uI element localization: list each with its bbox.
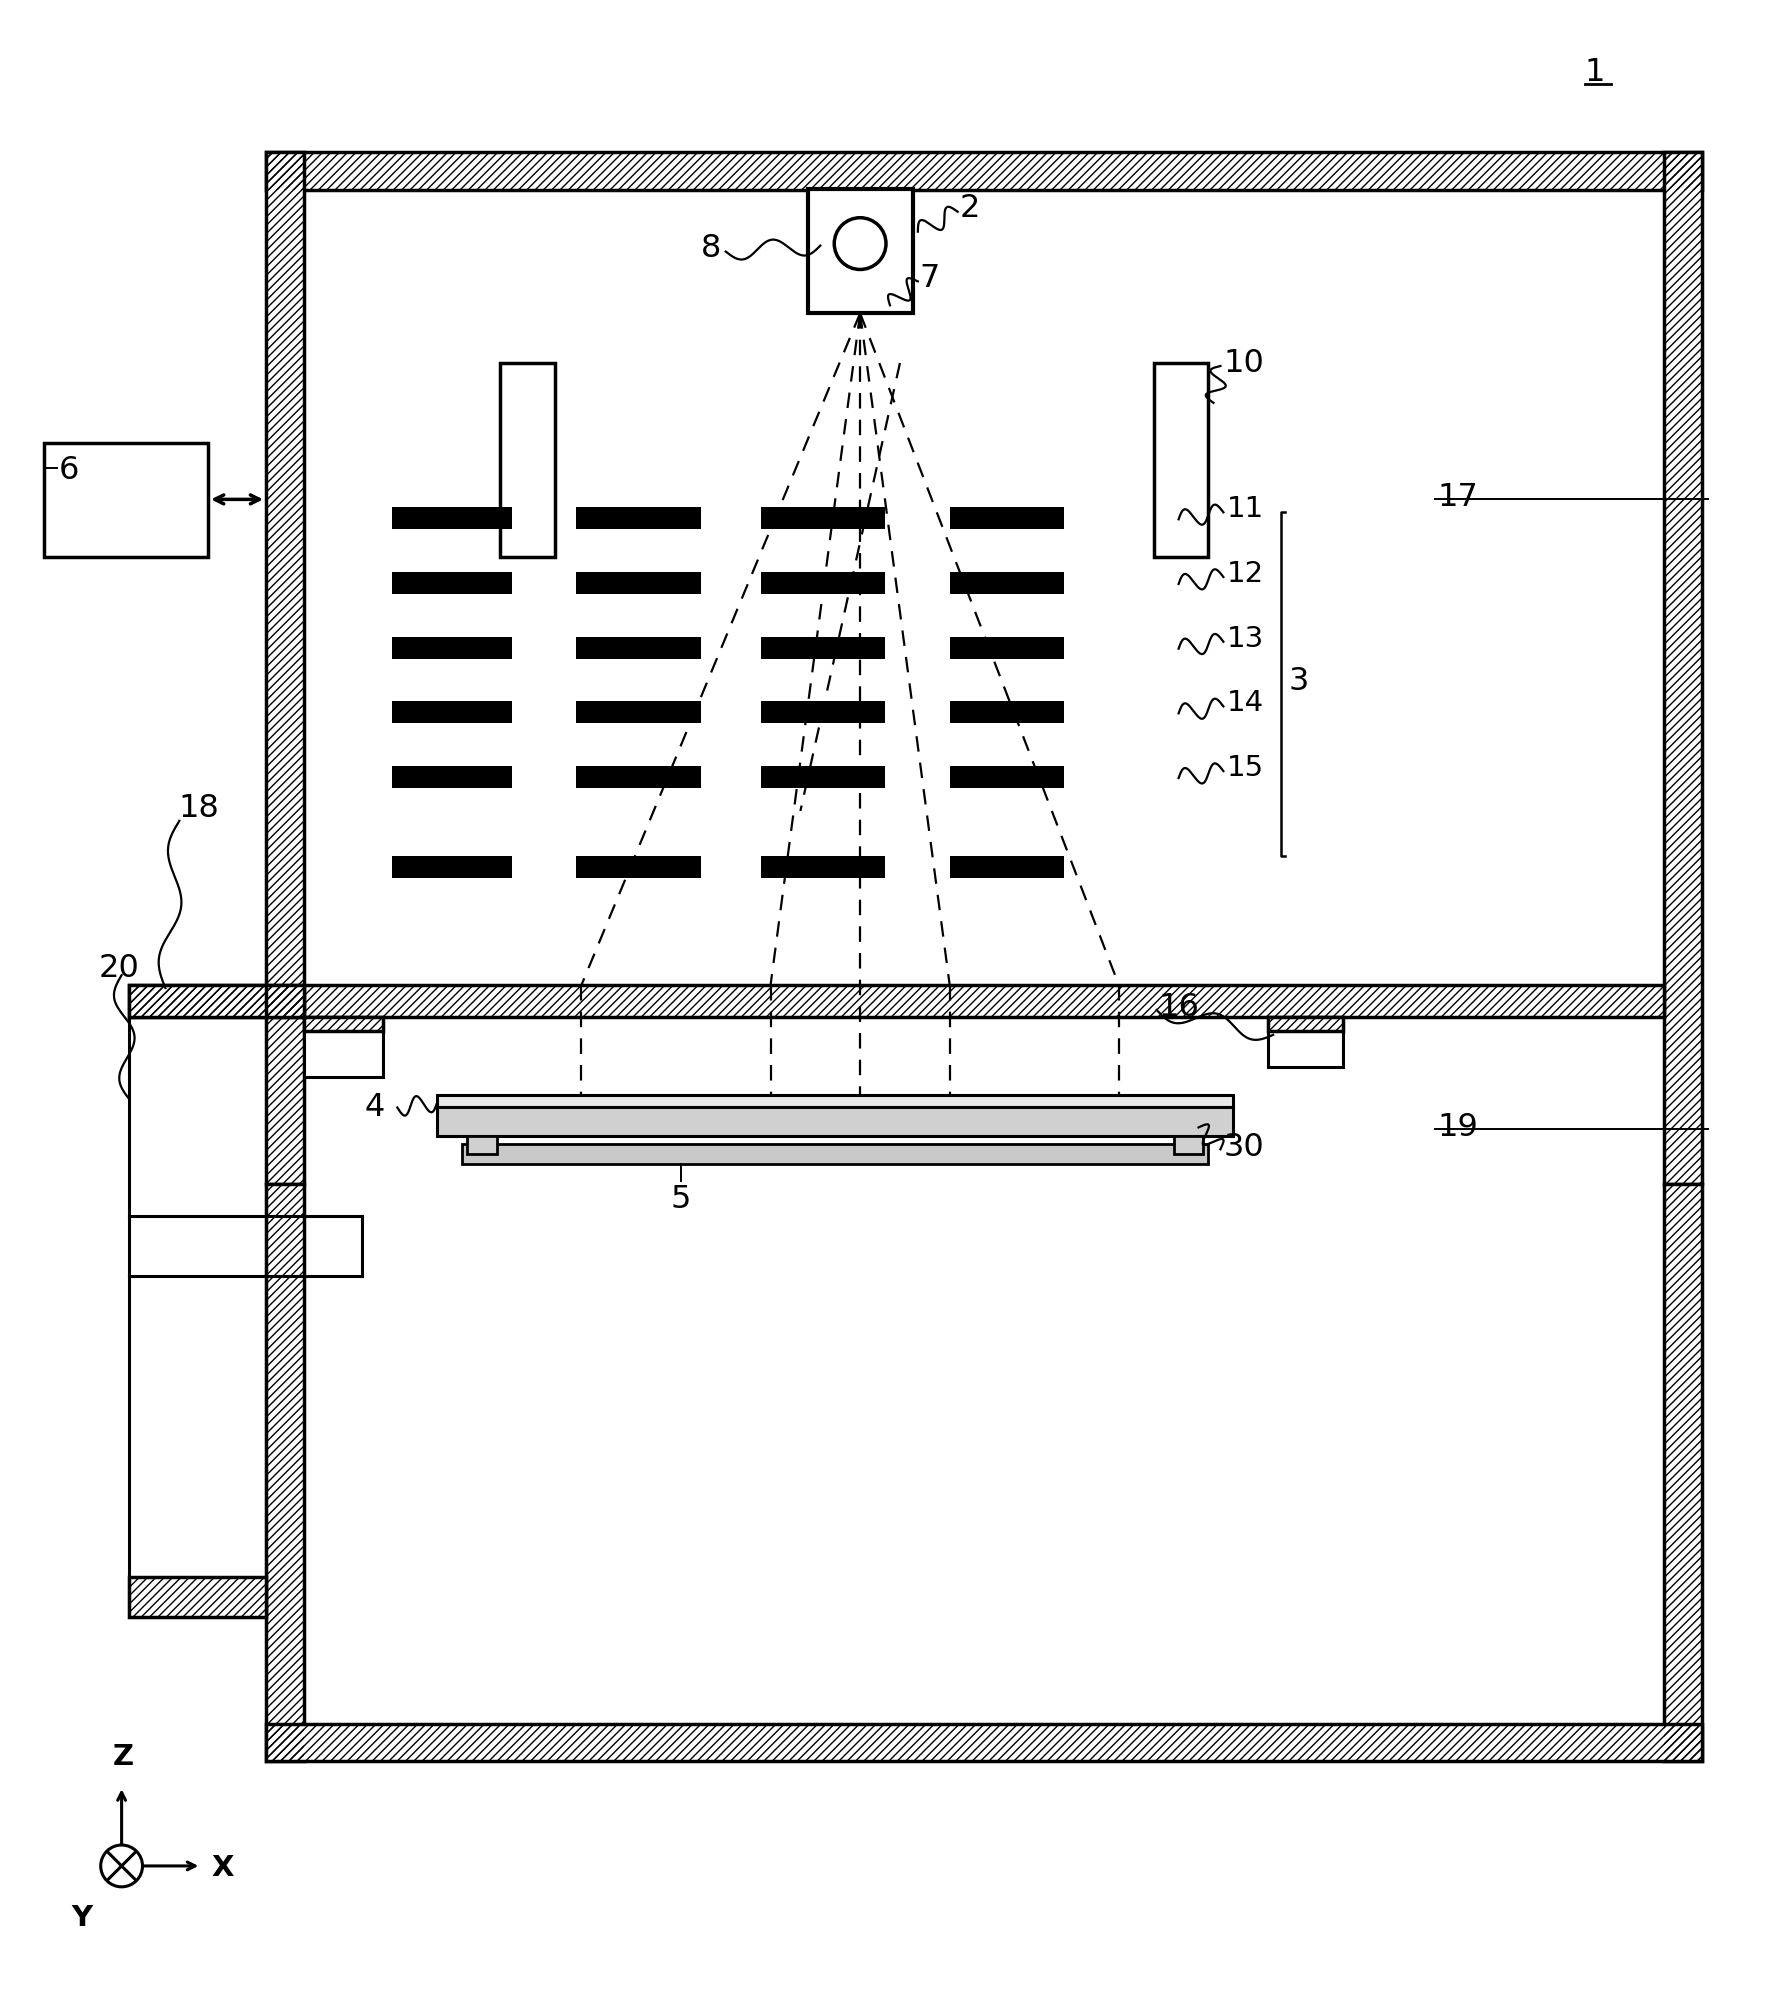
Bar [392,701,512,723]
Bar [462,1145,1209,1165]
Bar [1664,1183,1703,1762]
Bar [950,637,1065,659]
Bar [266,153,1703,189]
Bar [760,856,884,878]
Text: X: X [211,1854,234,1882]
Bar [950,701,1065,723]
Bar [438,1107,1233,1137]
Bar [576,765,702,788]
Bar [392,508,512,528]
Circle shape [101,1844,142,1886]
Bar [1269,1017,1343,1067]
Bar [468,1137,496,1155]
Bar [576,637,702,659]
Bar [392,765,512,788]
Text: 2: 2 [960,193,980,225]
Text: 1: 1 [1584,56,1605,88]
Bar [950,573,1065,595]
Bar [576,856,702,878]
Bar [129,984,266,1017]
Bar [266,1724,1703,1762]
Bar [303,984,1664,1017]
Bar [576,573,702,595]
Bar [576,701,702,723]
Text: 12: 12 [1226,561,1263,589]
Bar [576,508,702,528]
Bar [266,153,1703,189]
Bar [266,1724,1703,1762]
Bar [500,364,555,556]
Circle shape [835,217,886,269]
Bar [129,1577,266,1617]
Bar [129,984,303,1017]
Text: 30: 30 [1223,1131,1263,1163]
Bar [1269,1017,1343,1031]
Text: Z: Z [113,1744,135,1772]
Text: 11: 11 [1226,496,1263,522]
Bar [266,1183,303,1762]
Text: 6: 6 [58,454,80,486]
Bar [950,765,1065,788]
Bar [438,1095,1233,1107]
Bar [1664,153,1703,1183]
Bar [266,984,303,1017]
Bar [760,701,884,723]
Bar [1154,364,1209,556]
Bar [266,153,303,1183]
Bar [303,1017,383,1077]
Bar [950,508,1065,528]
Bar [266,153,303,1183]
Bar [129,984,266,1017]
Text: 5: 5 [672,1183,691,1215]
Bar [760,765,884,788]
Bar [303,1017,383,1031]
Bar [1173,1137,1203,1155]
Bar [303,1017,383,1031]
Text: 4: 4 [363,1093,385,1123]
Bar [392,637,512,659]
Text: 13: 13 [1226,625,1263,653]
Text: 20: 20 [99,952,140,984]
Bar [266,1183,303,1762]
Bar [44,442,207,556]
Bar [303,984,1664,1017]
Text: 3: 3 [1288,667,1308,697]
Bar [1664,153,1703,1183]
Bar [950,856,1065,878]
Text: 17: 17 [1437,482,1478,512]
Bar [392,573,512,595]
Text: 10: 10 [1223,348,1263,378]
Text: 16: 16 [1159,992,1200,1023]
Bar [760,573,884,595]
Bar [760,637,884,659]
Text: 7: 7 [920,263,941,293]
Bar [129,1577,266,1617]
Text: Y: Y [71,1905,92,1933]
Text: 15: 15 [1226,753,1263,782]
Bar [1269,1017,1343,1031]
Bar [1664,1183,1703,1762]
Text: 14: 14 [1226,689,1263,717]
Bar [392,856,512,878]
Bar [760,508,884,528]
Text: 8: 8 [702,233,721,263]
Bar [808,189,913,313]
Text: 19: 19 [1437,1111,1478,1143]
Bar [266,984,303,1017]
Bar [129,984,303,1017]
Text: 18: 18 [179,794,220,824]
